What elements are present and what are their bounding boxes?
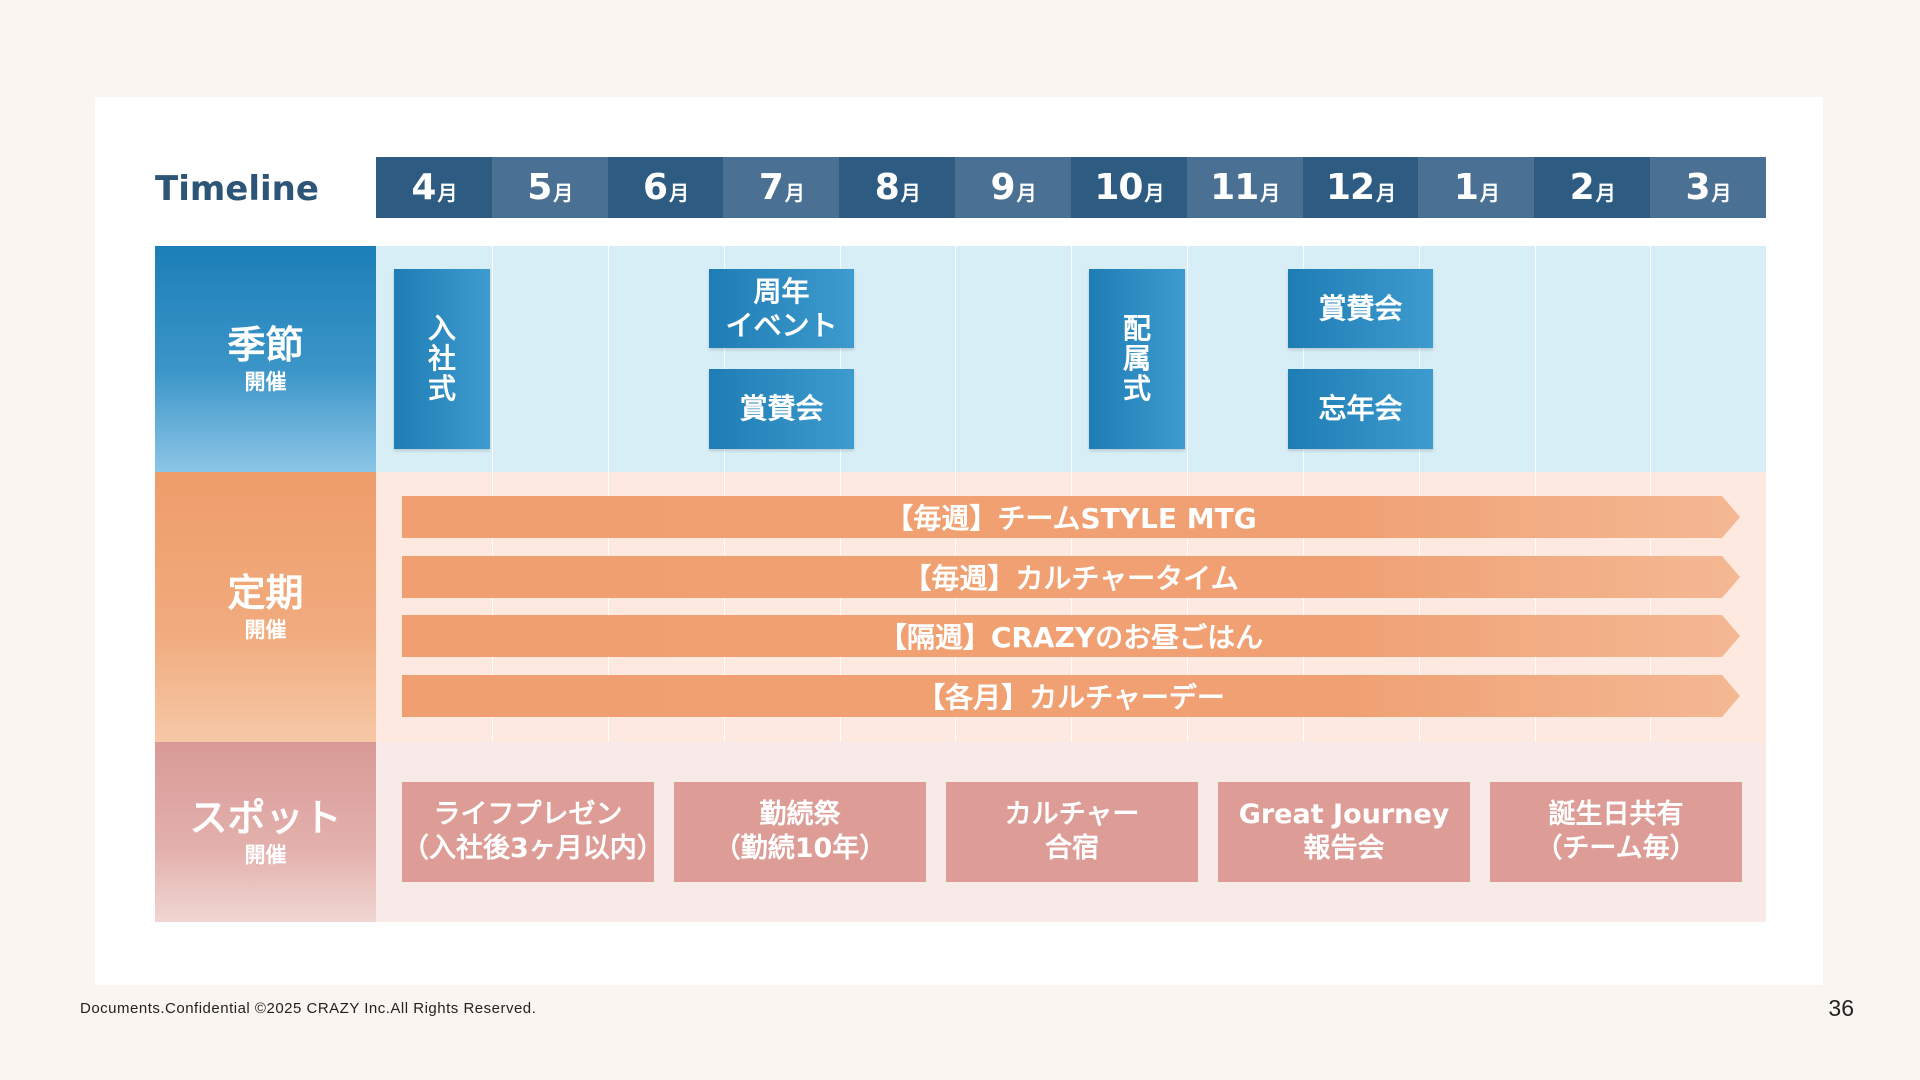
grid-line [608,246,609,742]
row-header-spot: スポット 開催 [155,742,376,922]
month-cell: 12 月 [1302,157,1419,218]
row-title: 季節 [227,323,304,367]
event-bonenkai: 忘年会 [1288,369,1433,449]
grid-line [840,246,841,742]
row-title: スポット [189,796,342,840]
row-header-season: 季節 開催 [155,246,376,472]
month-cell: 11 月 [1186,157,1303,218]
month-cell: 10 月 [1070,157,1187,218]
spot-event-birthday: 誕生日共有 （チーム毎） [1490,782,1742,882]
spot-event-culture-camp: カルチャー 合宿 [946,782,1198,882]
event-nyushashiki: 入社式 [394,269,490,449]
grid-line [955,246,956,742]
timeline-label: Timeline [155,169,319,209]
grid-line [1419,246,1420,742]
grid-line [1303,246,1304,742]
grid-line [1071,246,1072,742]
grid-line [1535,246,1536,742]
event-haizokushiki: 配属式 [1089,269,1185,449]
row-subtitle: 開催 [244,618,287,642]
regular-event-bar: 【毎週】チームSTYLE MTG [402,496,1740,538]
page-number: 36 [1828,995,1854,1021]
grid-line [724,246,725,742]
event-anniversary: 周年 イベント [709,269,854,348]
event-shosankai-december: 賞賛会 [1288,269,1433,348]
row-header-regular: 定期 開催 [155,472,376,742]
event-shosankai-july: 賞賛会 [709,369,854,449]
spot-event-life-presentation: ライフプレゼン （入社後3ヶ月以内） [402,782,664,882]
footer-copyright: Documents.Confidential ©2025 CRAZY Inc.A… [80,1000,537,1017]
row-subtitle: 開催 [244,370,287,394]
spot-event-great-journey: Great Journey 報告会 [1218,782,1470,882]
grid-line [1187,246,1188,742]
row-title: 定期 [227,571,304,615]
regular-event-bar: 【隔週】CRAZYのお昼ごはん [402,615,1740,657]
grid-line [1650,246,1651,742]
grid-line [492,246,493,742]
regular-event-bar: 【各月】カルチャーデー [402,675,1740,717]
spot-event-kinzokusai: 勤続祭 （勤続10年） [674,782,926,882]
regular-event-bar: 【毎週】カルチャータイム [402,556,1740,598]
row-subtitle: 開催 [244,843,287,867]
